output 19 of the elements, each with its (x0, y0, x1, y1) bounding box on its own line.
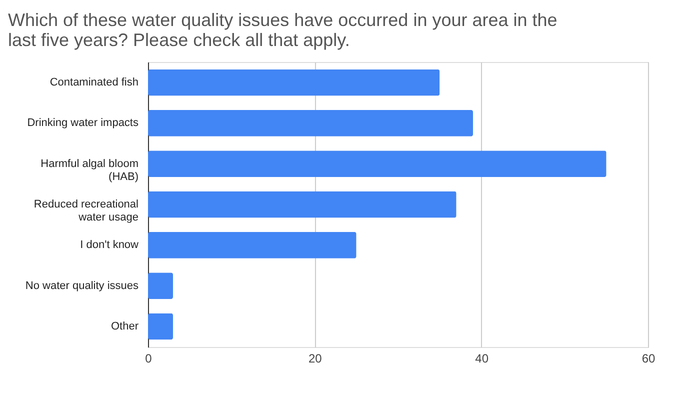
bar (148, 272, 173, 300)
bar (148, 150, 606, 178)
y-tick-label: Contaminated fish (50, 76, 138, 89)
y-tick-label: Reduced recreational water usage (34, 198, 138, 224)
x-tick-label: 60 (642, 352, 656, 366)
y-tick-label: Drinking water impacts (27, 117, 139, 130)
y-tick-label: Harmful algal bloom (HAB) (40, 158, 138, 183)
y-tick-label: Other (110, 320, 139, 332)
y-tick-label: No water quality issues (25, 280, 139, 292)
x-tick-label: 0 (145, 352, 152, 366)
chart-title: Which of these water quality issues have occurred in your area in the last five years? Please check all that apply. (8, 10, 558, 50)
y-tick-label: I don't know (80, 239, 139, 252)
x-tick-label: 20 (308, 352, 322, 366)
bar (148, 69, 440, 96)
bar (148, 110, 473, 136)
bar (148, 232, 356, 258)
x-tick-label: 40 (475, 352, 489, 366)
bar (148, 313, 173, 340)
bar (148, 191, 456, 218)
